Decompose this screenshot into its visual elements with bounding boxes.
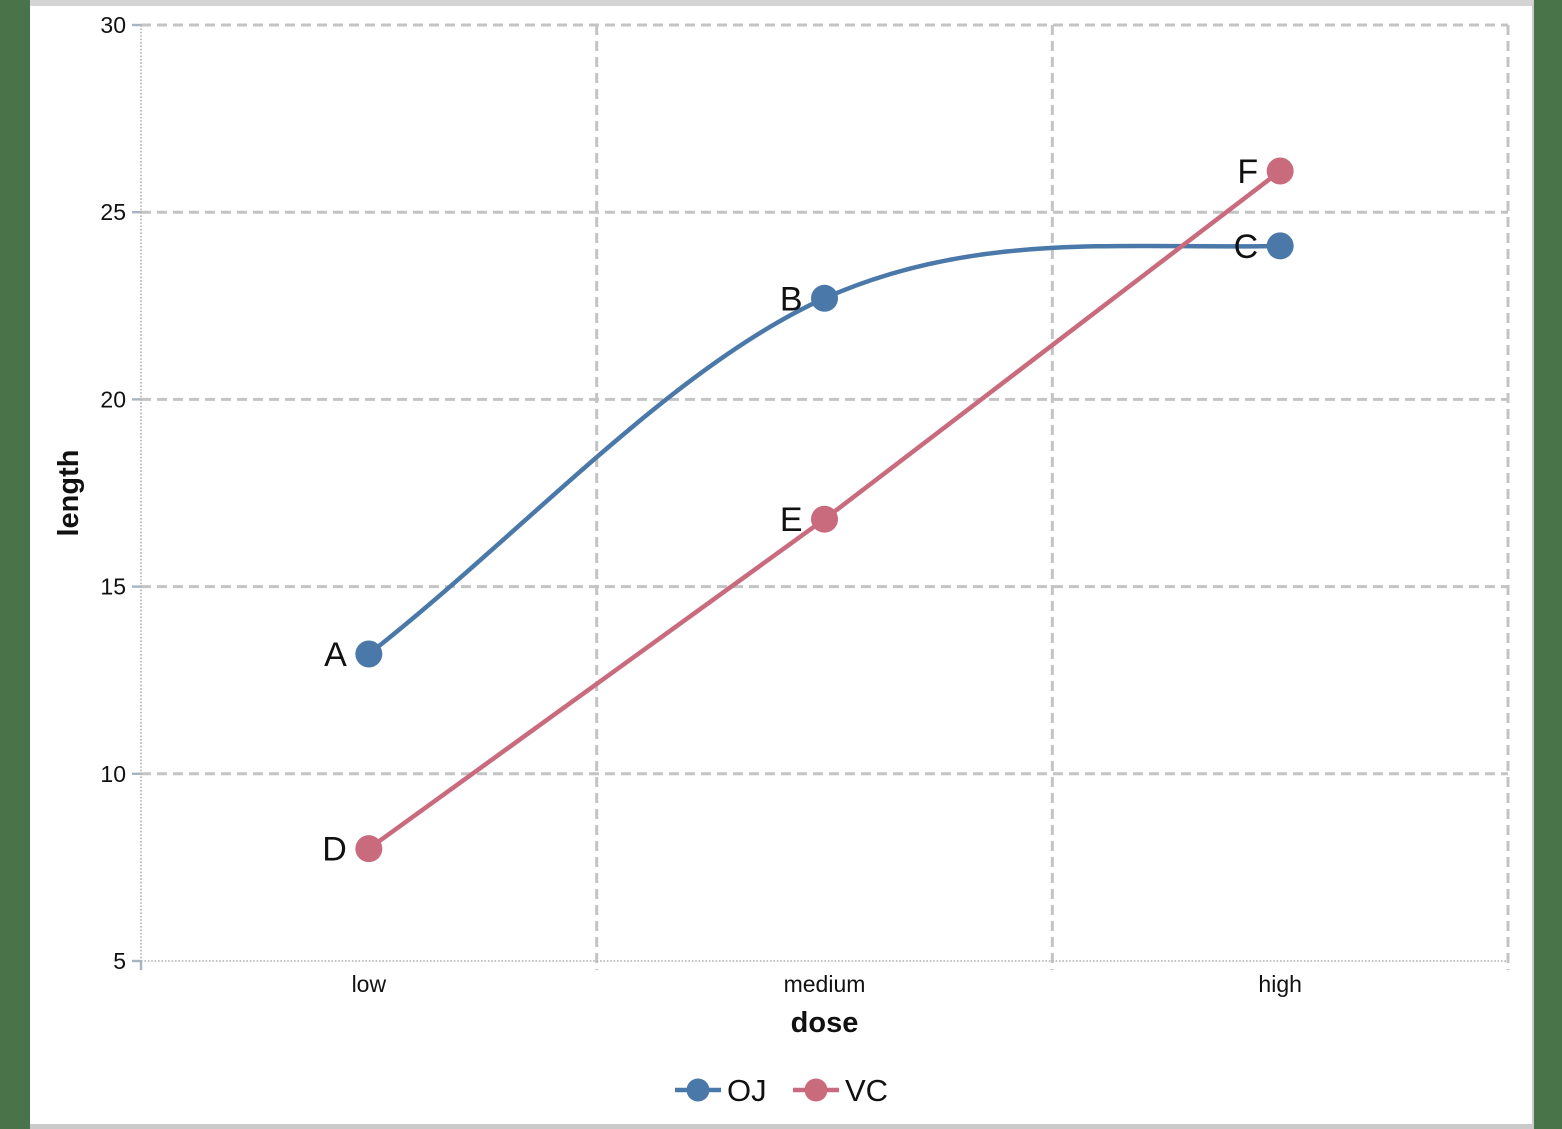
y-tick-label-5: 5 — [113, 948, 126, 974]
y-tick-label-30: 30 — [100, 12, 126, 38]
data-point-F — [1266, 157, 1294, 185]
data-point-D — [355, 835, 383, 863]
dose-length-line-chart: 5 10 15 20 25 30 low medium high dose length A B C D E F… — [53, 12, 1510, 1108]
legend-marker-OJ — [686, 1078, 710, 1102]
y-tick-label-25: 25 — [100, 199, 126, 225]
axes — [140, 25, 1508, 962]
legend-item-VC: VC — [793, 1073, 888, 1108]
gridlines — [141, 23, 1510, 970]
data-point-E — [811, 505, 838, 533]
data-point-B — [811, 284, 838, 312]
legend-label-OJ: OJ — [727, 1073, 767, 1108]
tick-marks — [132, 23, 143, 970]
x-tick-label-low: low — [352, 971, 387, 997]
x-tick-label-high: high — [1258, 971, 1301, 997]
x-tick-label-medium: medium — [784, 971, 866, 997]
y-tick-label-10: 10 — [100, 761, 126, 787]
legend-item-OJ: OJ — [675, 1073, 767, 1108]
point-label-A: A — [324, 636, 347, 674]
legend: OJ VC — [675, 1073, 888, 1108]
y-axis-title: length — [53, 450, 85, 537]
legend-label-VC: VC — [845, 1073, 888, 1108]
y-tick-label-15: 15 — [100, 574, 126, 600]
point-label-F: F — [1237, 153, 1258, 191]
app-window: 5 10 15 20 25 30 low medium high dose length A B C D E F… — [30, 0, 1534, 1129]
legend-marker-VC — [804, 1078, 828, 1102]
y-tick-label-20: 20 — [100, 386, 126, 412]
data-point-A — [355, 640, 383, 668]
data-point-C — [1266, 232, 1294, 260]
point-label-D: D — [322, 831, 347, 869]
point-label-E: E — [780, 501, 803, 539]
y-tick-labels: 5 10 15 20 25 30 — [100, 12, 126, 974]
x-tick-labels: low medium high — [352, 971, 1302, 997]
point-label-C: C — [1234, 228, 1259, 266]
point-label-B: B — [780, 280, 803, 318]
x-axis-title: dose — [791, 1007, 859, 1039]
